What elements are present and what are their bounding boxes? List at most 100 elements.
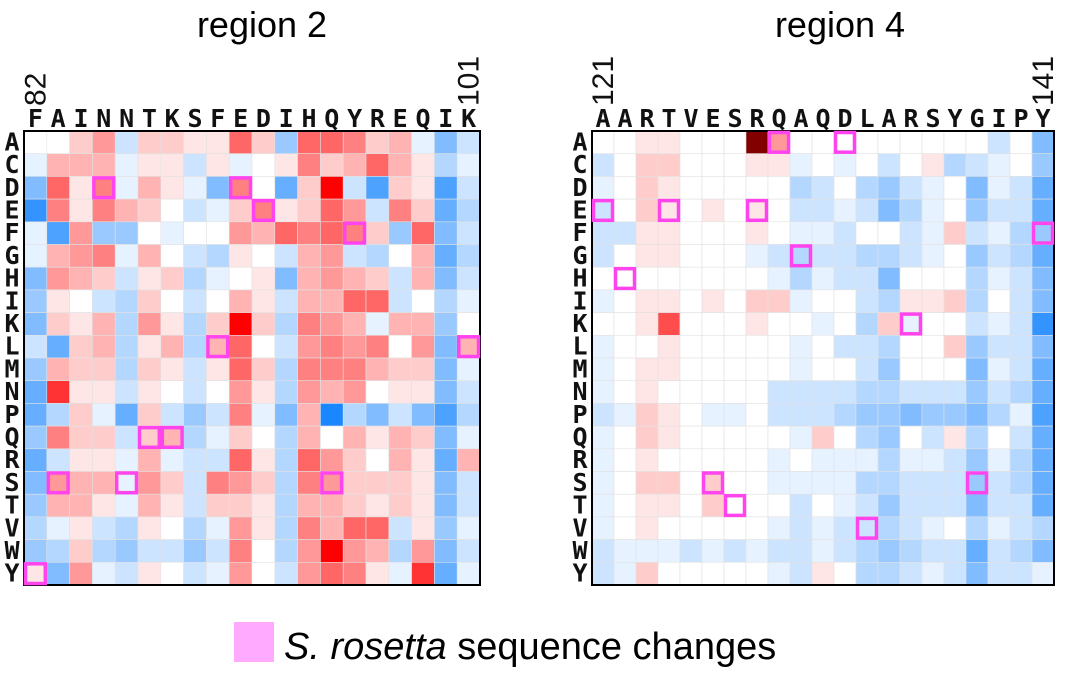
heatmap-cell bbox=[411, 539, 435, 563]
heatmap-cell bbox=[388, 289, 412, 313]
heatmap-cell bbox=[987, 425, 1011, 450]
heatmap-cell bbox=[92, 334, 116, 359]
sequence-change-marker bbox=[92, 176, 116, 200]
heatmap-cell bbox=[833, 153, 857, 177]
heatmap-cell bbox=[388, 357, 412, 382]
heatmap-cell bbox=[745, 266, 769, 291]
heatmap-cell bbox=[388, 221, 412, 245]
sequence-residue: A bbox=[51, 104, 66, 133]
heatmap-cell bbox=[69, 244, 93, 268]
heatmap-cell bbox=[160, 471, 184, 495]
heatmap-cell bbox=[679, 425, 703, 450]
heatmap-cell bbox=[591, 266, 615, 291]
sequence-residue: R bbox=[903, 104, 919, 133]
heatmap-cell bbox=[206, 334, 230, 359]
heatmap-cell bbox=[1031, 289, 1055, 313]
heatmap-cell bbox=[183, 357, 207, 382]
heatmap-cell bbox=[833, 403, 857, 427]
heatmap-cell bbox=[789, 516, 813, 540]
heatmap-cell bbox=[69, 539, 93, 563]
heatmap-cell bbox=[183, 176, 207, 200]
heatmap-cell bbox=[1031, 539, 1055, 563]
heatmap-cell bbox=[92, 357, 116, 382]
sequence-residue: N bbox=[96, 104, 111, 133]
heatmap-cell bbox=[434, 357, 458, 382]
heatmap-cell bbox=[160, 244, 184, 268]
heatmap-cell bbox=[679, 357, 703, 382]
heatmap-cell bbox=[613, 448, 637, 472]
heatmap-cell bbox=[183, 334, 207, 359]
heatmap-cell bbox=[591, 471, 615, 495]
heatmap-cell bbox=[701, 493, 725, 518]
heatmap-cell bbox=[46, 403, 70, 427]
heatmap-cell bbox=[92, 425, 116, 450]
legend-description: sequence changes bbox=[447, 626, 777, 668]
heatmap-cell bbox=[456, 312, 481, 336]
heatmap-cell bbox=[434, 425, 458, 450]
heatmap-cell bbox=[137, 221, 162, 245]
heatmap-cell bbox=[137, 130, 162, 155]
heatmap-cell bbox=[92, 539, 116, 563]
heatmap-cell bbox=[365, 493, 390, 518]
heatmap-cell bbox=[1009, 493, 1033, 518]
heatmap-cell bbox=[274, 357, 298, 382]
heatmap-cell bbox=[411, 266, 435, 291]
heatmap-cell bbox=[679, 153, 703, 177]
heatmap-cell bbox=[46, 221, 70, 245]
sequence-change-marker bbox=[251, 198, 276, 223]
sequence-residue: Y bbox=[947, 104, 962, 133]
heatmap-cell bbox=[114, 130, 139, 155]
heatmap-cell bbox=[114, 176, 139, 200]
heatmap-cell bbox=[1031, 334, 1055, 359]
sequence-residue: A bbox=[881, 104, 896, 133]
heatmap-cell bbox=[114, 380, 139, 404]
heatmap-cell bbox=[46, 130, 70, 155]
heatmap-cell bbox=[855, 244, 879, 268]
heatmap-cell bbox=[46, 425, 70, 450]
heatmap-cell bbox=[855, 289, 879, 313]
heatmap-cell bbox=[943, 176, 967, 200]
heatmap-cell bbox=[657, 312, 681, 336]
heatmap-cell bbox=[274, 153, 298, 177]
heatmap-cell bbox=[320, 312, 344, 336]
heatmap-cell bbox=[657, 471, 681, 495]
heatmap-cell bbox=[943, 516, 967, 540]
amino-acid-label: V bbox=[4, 513, 19, 542]
heatmap-cell bbox=[46, 561, 70, 586]
heatmap-cell bbox=[160, 425, 184, 450]
heatmap-cell bbox=[23, 357, 48, 382]
heatmap-cell bbox=[1009, 380, 1033, 404]
heatmap-cell bbox=[388, 448, 412, 472]
heatmap-cell bbox=[434, 471, 458, 495]
heatmap-cell bbox=[388, 561, 412, 586]
heatmap-cell bbox=[137, 334, 162, 359]
heatmap-cell bbox=[365, 289, 390, 313]
heatmap-cell bbox=[943, 493, 967, 518]
amino-acid-label: I bbox=[572, 286, 587, 315]
heatmap-cell bbox=[297, 516, 321, 540]
heatmap-cell bbox=[833, 130, 857, 155]
heatmap-cell bbox=[591, 380, 615, 404]
sequence-change-marker bbox=[591, 198, 615, 223]
heatmap-cell bbox=[1009, 334, 1033, 359]
heatmap-cell bbox=[877, 380, 901, 404]
heatmap-cell bbox=[767, 198, 791, 223]
sequence-change-marker bbox=[160, 425, 184, 450]
heatmap-cell bbox=[965, 403, 989, 427]
amino-acid-label: R bbox=[572, 445, 588, 474]
heatmap-cell bbox=[46, 448, 70, 472]
heatmap-cell bbox=[635, 244, 659, 268]
heatmap-cell bbox=[965, 425, 989, 450]
heatmap-cell bbox=[114, 425, 139, 450]
heatmap-cell bbox=[767, 153, 791, 177]
heatmap-cell bbox=[723, 380, 747, 404]
heatmap-cell bbox=[206, 493, 230, 518]
heatmap-cell bbox=[365, 153, 390, 177]
heatmap-cell bbox=[1031, 312, 1055, 336]
heatmap-cell bbox=[183, 516, 207, 540]
heatmap-cell bbox=[921, 471, 945, 495]
start-position-label: 82 bbox=[19, 73, 52, 106]
heatmap-cell bbox=[723, 471, 747, 495]
heatmap-cell bbox=[46, 153, 70, 177]
heatmap-cell bbox=[591, 357, 615, 382]
